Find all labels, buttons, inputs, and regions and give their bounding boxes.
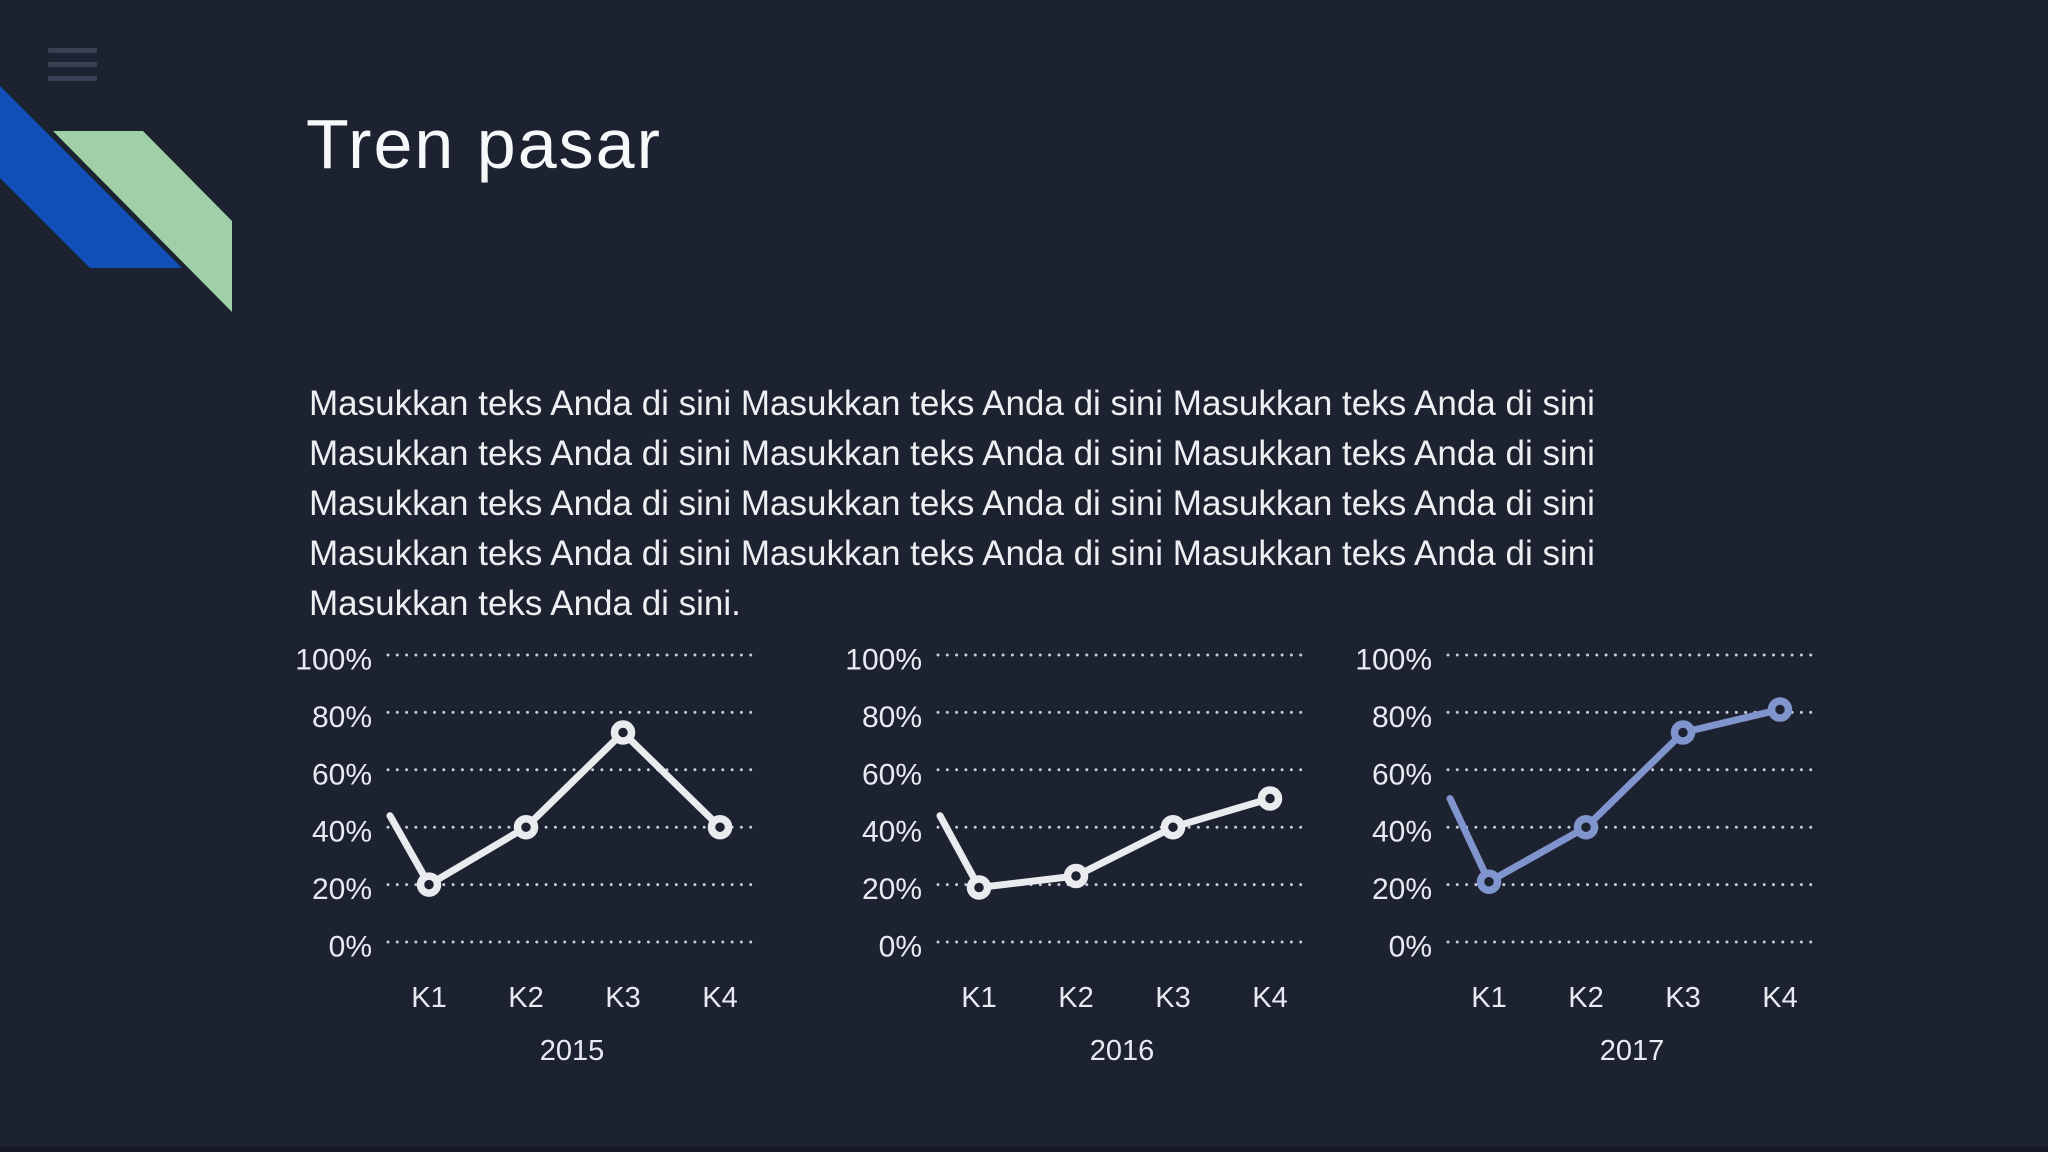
series-line (936, 795, 1274, 891)
y-tick-label: 0% (329, 931, 372, 964)
data-point-marker-K3 (1160, 814, 1186, 840)
page-title: Tren pasar (306, 105, 662, 183)
category-label: K1 (1471, 982, 1506, 1014)
bottom-edge-bar (0, 1147, 2048, 1152)
y-tick-label: 40% (1372, 816, 1432, 849)
category-label: K2 (508, 982, 543, 1014)
hamburger-bar (48, 48, 97, 53)
category-label: K3 (1155, 982, 1190, 1014)
y-tick-label: 60% (312, 758, 372, 791)
chart-2015: 100% 80% 60% 40% 20% 0% K1 K2 K3 K4 2015 (295, 644, 755, 1067)
data-point-marker-K3 (610, 720, 636, 745)
data-point-marker-K2 (513, 814, 539, 840)
data-point-marker-K4 (1257, 786, 1283, 811)
category-label: K4 (1762, 982, 1797, 1014)
category-label: K1 (961, 982, 996, 1014)
body-text-block: Masukkan teks Anda di sini Masukkan teks… (309, 379, 1595, 629)
y-tick-label: 20% (1372, 873, 1432, 906)
y-tick-label: 100% (1355, 644, 1432, 677)
data-point-marker-K4 (707, 814, 733, 840)
data-point-marker-K2 (1063, 863, 1089, 889)
y-tick-label: 0% (879, 931, 922, 964)
y-tick-label: 20% (312, 873, 372, 906)
y-tick-label: 100% (295, 644, 372, 677)
year-label: 2015 (540, 1035, 605, 1067)
y-tick-label: 80% (312, 701, 372, 734)
data-point-marker-K3 (1670, 720, 1696, 745)
hamburger-bar (48, 76, 97, 81)
chart-2017: 100% 80% 60% 40% 20% 0% K1 K2 K3 K4 2017 (1355, 644, 1815, 1067)
hamburger-menu-icon[interactable] (48, 48, 97, 90)
series-line (386, 728, 724, 889)
data-point-marker-K2 (1573, 814, 1599, 840)
category-label: K3 (605, 982, 640, 1014)
y-tick-label: 20% (862, 873, 922, 906)
y-tick-label: 80% (862, 701, 922, 734)
category-label: K4 (702, 982, 737, 1014)
category-label: K4 (1252, 982, 1287, 1014)
decorative-corner-shapes (0, 86, 232, 312)
data-point-marker-K1 (1476, 869, 1502, 894)
y-tick-label: 40% (862, 816, 922, 849)
year-label: 2016 (1090, 1035, 1155, 1067)
y-tick-label: 60% (1372, 758, 1432, 791)
category-label: K2 (1058, 982, 1093, 1014)
body-text-line: Masukkan teks Anda di sini Masukkan teks… (309, 384, 1595, 423)
green-ribbon-shape (53, 131, 232, 312)
data-point-marker-K1 (966, 875, 992, 900)
y-tick-label: 60% (862, 758, 922, 791)
hamburger-bar (48, 62, 97, 67)
y-tick-label: 0% (1389, 931, 1432, 964)
data-point-marker-K1 (416, 872, 442, 897)
body-text-line: Masukkan teks Anda di sini Masukkan teks… (309, 484, 1595, 523)
series-line (1446, 706, 1784, 886)
body-text-line: Masukkan teks Anda di sini Masukkan teks… (309, 534, 1595, 573)
category-label: K2 (1568, 982, 1603, 1014)
data-point-marker-K4 (1767, 697, 1793, 722)
y-tick-label: 80% (1372, 701, 1432, 734)
y-tick-label: 40% (312, 816, 372, 849)
body-text-line: Masukkan teks Anda di sini Masukkan teks… (309, 434, 1595, 473)
body-text-line: Masukkan teks Anda di sini. (309, 584, 741, 623)
year-label: 2017 (1600, 1035, 1665, 1067)
category-label: K3 (1665, 982, 1700, 1014)
chart-2016: 100% 80% 60% 40% 20% 0% K1 K2 K3 K4 2016 (845, 644, 1305, 1067)
blue-ribbon-shape (0, 86, 182, 268)
y-tick-label: 100% (845, 644, 922, 677)
category-label: K1 (411, 982, 446, 1014)
